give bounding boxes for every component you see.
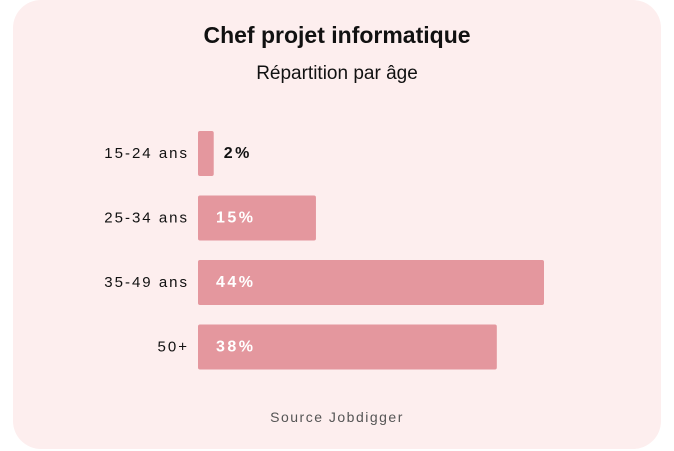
bar-1 bbox=[198, 195, 316, 241]
category-label: 35-49 ans bbox=[104, 274, 189, 291]
value-label: 38% bbox=[216, 339, 256, 356]
bar-2 bbox=[198, 260, 544, 305]
bar-3 bbox=[198, 324, 497, 370]
chart-card bbox=[13, 0, 661, 449]
category-label: 25-34 ans bbox=[104, 210, 189, 227]
value-label: 15% bbox=[216, 210, 256, 227]
source-note: Source Jobdigger bbox=[270, 409, 404, 425]
bar-0 bbox=[198, 131, 214, 176]
category-label: 50+ bbox=[158, 339, 189, 356]
chart-subtitle: Répartition par âge bbox=[256, 63, 418, 84]
chart-title: Chef projet informatique bbox=[203, 22, 471, 48]
value-label: 2% bbox=[224, 145, 252, 162]
category-label: 15-24 ans bbox=[104, 145, 189, 162]
value-label: 44% bbox=[216, 274, 256, 291]
